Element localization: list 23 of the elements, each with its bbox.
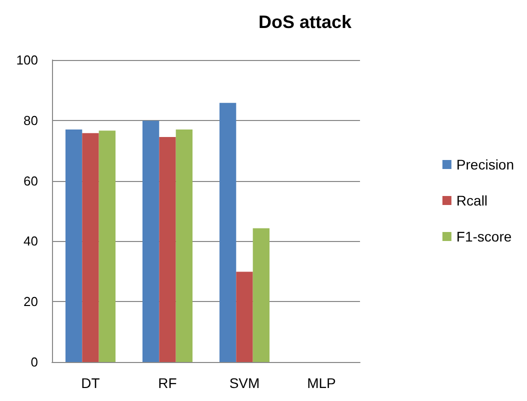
- x-tick-label: SVM: [229, 375, 260, 391]
- x-tick-label: RF: [158, 375, 177, 391]
- bar: [159, 137, 176, 362]
- bar: [82, 133, 99, 362]
- y-tick-label: 0: [30, 354, 38, 370]
- bar: [252, 228, 270, 362]
- bar: [219, 102, 236, 362]
- legend-label: Precision: [456, 156, 514, 172]
- legend-label: F1-score: [456, 228, 512, 244]
- x-tick-label: DT: [81, 375, 100, 391]
- bar: [65, 129, 82, 362]
- y-tick-label: 80: [24, 112, 38, 128]
- y-tick-label: 20: [24, 294, 38, 310]
- y-tick-label: 60: [24, 173, 38, 188]
- x-tick-label: MLP: [307, 375, 336, 391]
- y-tick-label: 100: [16, 52, 38, 68]
- bar: [236, 272, 253, 362]
- bar: [142, 120, 160, 362]
- legend-label: Rcall: [456, 192, 488, 208]
- bar: [176, 129, 193, 362]
- bar: [98, 130, 116, 362]
- y-tick-label: 40: [24, 234, 38, 249]
- chart-title: DoS attack: [258, 12, 352, 32]
